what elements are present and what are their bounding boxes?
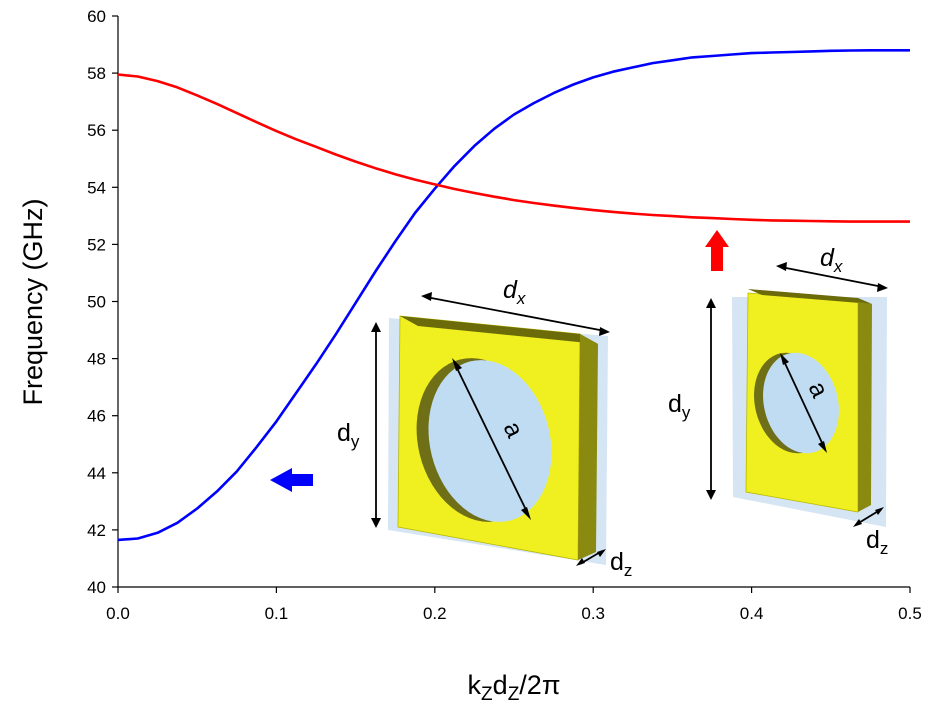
- right-cell-dy-sub: y: [682, 403, 691, 422]
- left-cell-a-arrowhead-1: [452, 358, 462, 371]
- left-cell-dx-dimension: [425, 296, 606, 332]
- left-cell-dy-d: d: [337, 419, 351, 447]
- x-tick-label: 0.0: [106, 604, 130, 623]
- left-cell-dy-arrowhead-1: [371, 322, 381, 332]
- x-title-d: d: [493, 670, 508, 700]
- y-tick-label: 40: [87, 578, 106, 597]
- left-cell-dx-arrowhead-2: [599, 327, 610, 336]
- x-title-sub-1: Z: [481, 684, 493, 703]
- series-line-0: [117, 48, 910, 542]
- right-cell-dx-dimension: [780, 266, 884, 288]
- right-cell-a-arrowhead-1: [780, 353, 789, 365]
- y-tick-label: 46: [87, 407, 106, 426]
- series-line-1: [117, 73, 910, 223]
- y-tick-label: 56: [87, 121, 106, 140]
- left-cell-dx-arrowhead-1: [421, 292, 432, 301]
- y-tick-label: 58: [87, 64, 106, 83]
- left-cell-dy-sub: y: [351, 432, 360, 451]
- right-cell-dy-label: dy: [668, 390, 691, 422]
- x-tick-label: 0.5: [898, 604, 922, 623]
- series-layer: [117, 48, 910, 542]
- red-up-arrow: [705, 230, 729, 271]
- x-tick-label: 0.2: [423, 604, 447, 623]
- right-cell-dx-d: d: [820, 244, 835, 272]
- left-cell-metal-side: [578, 334, 598, 560]
- right-cell-dx-label: dx: [820, 244, 843, 276]
- left-cell-dx-sub: x: [516, 289, 526, 308]
- x-title-rest: /2π: [519, 670, 560, 700]
- left-cell-dz-arrowhead-1: [576, 558, 585, 566]
- right-cell-dz-dimension: [856, 509, 881, 525]
- y-ticks: 40 42 44 46 48 50 52 54 56 58 60: [87, 7, 118, 597]
- left-cell-dx-label: dx: [503, 276, 526, 308]
- right-cell-dz-arrowhead-2: [875, 507, 884, 515]
- y-tick-label: 54: [87, 178, 106, 197]
- x-tick-label: 0.3: [581, 604, 605, 623]
- right-cell-dz-d: d: [866, 526, 880, 554]
- y-tick-label: 50: [87, 293, 106, 312]
- x-tick-label: 0.1: [265, 604, 289, 623]
- y-tick-label: 60: [87, 7, 106, 26]
- right-cell-dz-sub: z: [880, 539, 889, 558]
- x-ticks: 0.0 0.1 0.2 0.3 0.4 0.5: [106, 587, 922, 623]
- left-cell-dy-label: dy: [337, 419, 360, 451]
- left-cell-dz-label: dz: [610, 548, 632, 580]
- y-axis-title: Frequency (GHz): [18, 198, 48, 405]
- left-unit-cell: a dx dy dz: [337, 276, 632, 580]
- right-unit-cell: a dx dy dz: [668, 244, 888, 558]
- right-cell-dy-arrowhead-1: [706, 298, 716, 308]
- right-cell-dz-label: dz: [866, 526, 888, 558]
- y-tick-label: 48: [87, 350, 106, 369]
- x-title-k: k: [468, 670, 482, 700]
- y-tick-label: 42: [87, 521, 106, 540]
- left-cell-dz-arrowhead-2: [597, 549, 606, 557]
- left-cell-dz-sub: z: [624, 561, 633, 580]
- left-cell-a-arrowhead-2: [521, 507, 531, 520]
- y-tick-label: 44: [87, 464, 106, 483]
- right-cell-metal-side: [858, 302, 872, 512]
- right-cell-dx-sub: x: [833, 257, 843, 276]
- x-axis-title: kZdZ/2π: [468, 670, 561, 703]
- right-cell-metal-top: [748, 289, 872, 304]
- right-cell-dx-arrowhead-1: [776, 262, 787, 271]
- right-cell-dy-arrowhead-2: [706, 490, 716, 500]
- right-cell-dx-arrowhead-2: [877, 283, 888, 292]
- blue-left-arrow: [270, 468, 313, 492]
- left-cell-metal-top: [400, 316, 598, 344]
- left-cell-hole: [428, 360, 552, 522]
- x-tick-label: 0.4: [740, 604, 764, 623]
- right-cell-dz-arrowhead-1: [853, 519, 862, 527]
- right-cell-a-dimension: [782, 358, 825, 448]
- x-title-sub-2: Z: [508, 684, 520, 703]
- left-cell-dy-arrowhead-2: [371, 518, 381, 528]
- right-cell-hole: [763, 352, 839, 454]
- right-cell-dy-d: d: [668, 390, 682, 418]
- right-cell-a-arrowhead-2: [818, 441, 827, 453]
- y-tick-label: 52: [87, 235, 106, 254]
- left-cell-a-dimension: [454, 363, 529, 515]
- left-cell-dz-d: d: [610, 548, 624, 576]
- left-cell-dx-d: d: [503, 276, 518, 304]
